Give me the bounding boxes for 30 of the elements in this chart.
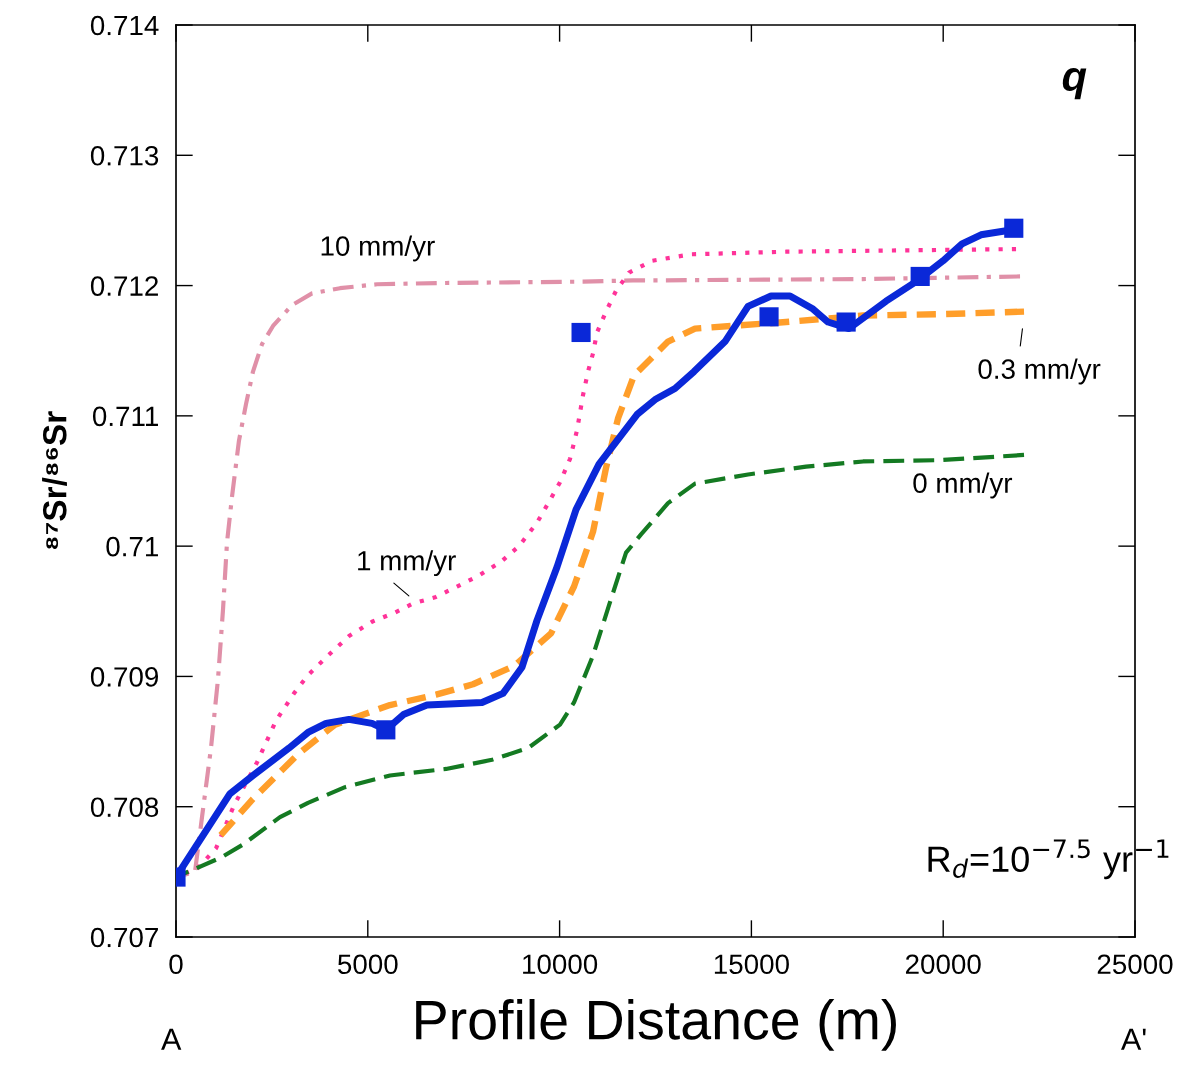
y-tick-label: 0.709 xyxy=(90,667,159,687)
y-tick-label: 0.713 xyxy=(90,145,159,166)
annotation: q xyxy=(1062,68,1087,100)
x-tick-label: 15000 xyxy=(714,954,789,975)
y-axis-title: ⁸⁷Sr/⁸⁶Sr xyxy=(42,411,67,549)
x-tick-label: 20000 xyxy=(905,954,981,975)
x-tick-label: 0 xyxy=(169,954,183,975)
point xyxy=(759,307,779,327)
x-tick-label: 25000 xyxy=(1097,954,1173,975)
y-tick-label: 0.708 xyxy=(90,797,159,818)
series-label: 10 mm/yr xyxy=(321,235,435,262)
y-tick-label: 0.71 xyxy=(106,536,158,557)
y-tick-label: 0.714 xyxy=(90,15,159,36)
point xyxy=(571,322,591,343)
series-label: 1 mm/yr xyxy=(358,550,456,577)
point xyxy=(1004,218,1024,238)
y-tick-label: 0.711 xyxy=(92,406,158,427)
x-tick-label: 10000 xyxy=(523,954,598,975)
text: A xyxy=(161,1028,182,1050)
y-tick-label: 0.707 xyxy=(90,927,158,948)
x-axis-title: Profile Distance (m) xyxy=(416,999,896,1051)
point xyxy=(376,720,396,740)
point xyxy=(836,312,856,332)
point xyxy=(910,266,930,287)
x-tick-label: 5000 xyxy=(338,954,398,975)
text: A' xyxy=(1121,1028,1146,1050)
y-tick-label: 0.712 xyxy=(90,276,158,296)
annotation: R$_{d}$=10$^{−7.5}$ yr$^{−1}$ xyxy=(928,839,1169,880)
series-label: 0.3 mm/yr xyxy=(978,358,1101,385)
series-label: 0 mm/yr xyxy=(913,472,1013,499)
